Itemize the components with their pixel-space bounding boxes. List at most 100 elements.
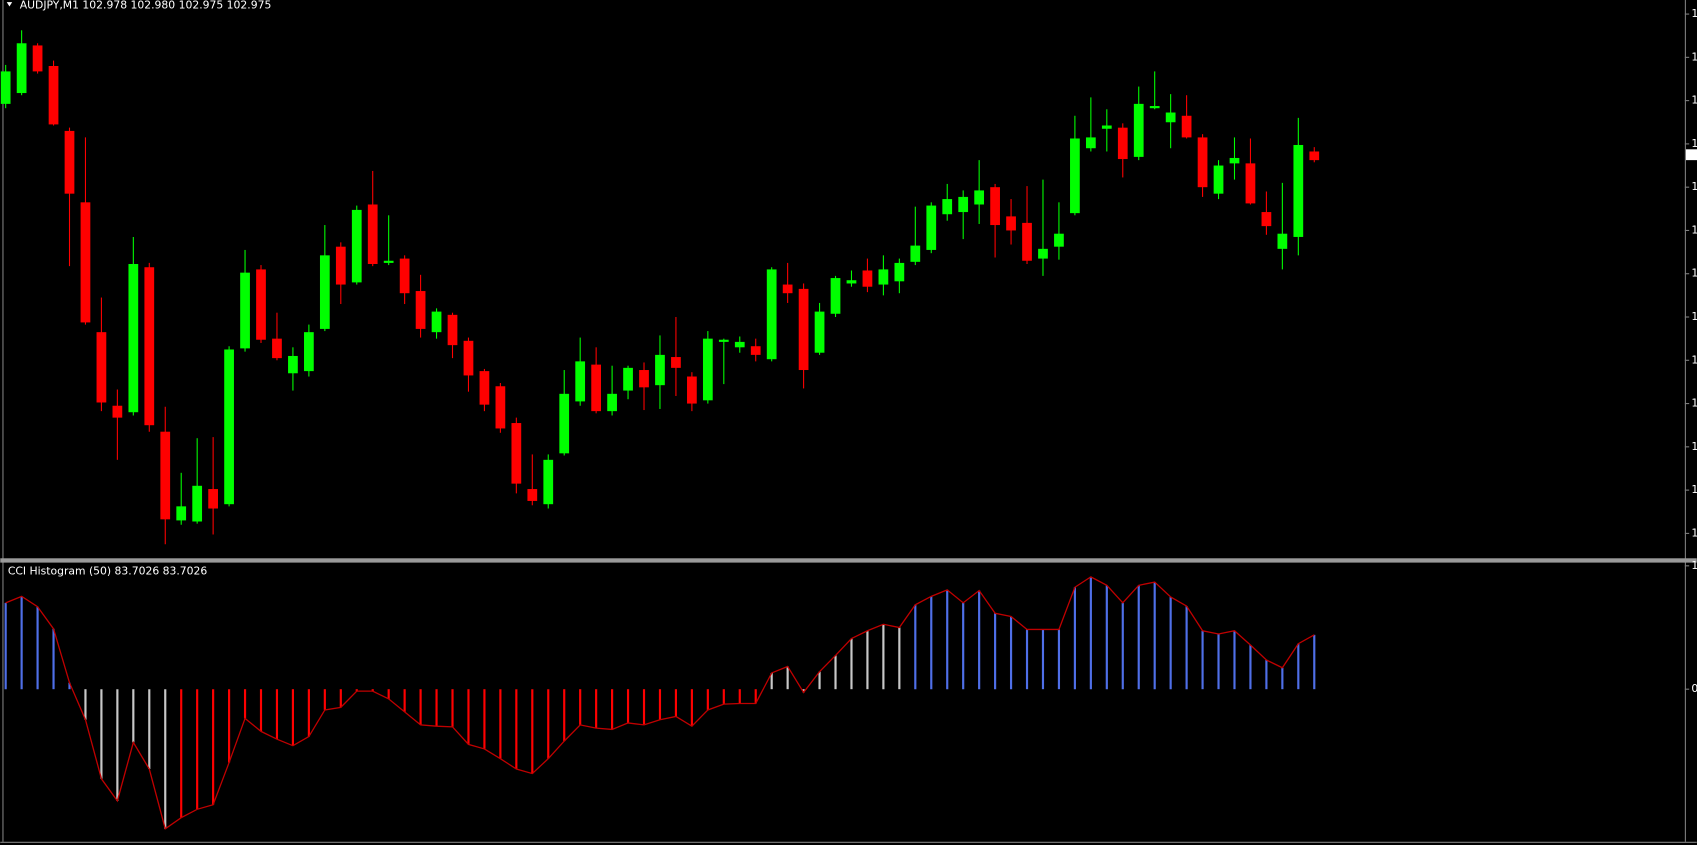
candle-body [463,340,474,376]
candle-body [415,291,426,329]
collapse-icon [6,2,13,7]
y-tick-label: 102.920 [1691,267,1697,280]
bid-marker [1685,149,1697,161]
candle-body [1181,115,1192,138]
candle-body [160,431,171,520]
candle-body [1149,106,1160,109]
y-tick-label: 102.900 [1691,310,1697,323]
candle-body [575,361,586,402]
y-tick-label: 102.880 [1691,353,1697,366]
candle-body [958,196,969,213]
candle-body [367,204,378,264]
candle-body [32,45,43,72]
candle-body [319,255,330,329]
pane-separator [0,558,1697,563]
y-tick-label: 102.840 [1691,440,1697,453]
candle-body [782,284,793,294]
candle-body [511,423,522,484]
candle-body [607,393,617,412]
candle-body [862,270,873,287]
candle-body [750,346,761,355]
candle-body [1054,233,1064,247]
candle-body [1309,151,1320,161]
candle-body [846,280,857,284]
candle-body [399,258,410,294]
candle-body [718,339,729,342]
candle-body [830,278,841,314]
y-tick-label: 102.940 [1691,223,1697,236]
y-tick-label: 103.040 [1691,7,1697,20]
candle-body [527,489,538,501]
candle-body [926,205,937,250]
candle-body [734,341,745,348]
candle-body [112,405,123,418]
candle-body [447,314,458,346]
candle-body [910,245,921,262]
candle-body [1293,144,1304,237]
candle-body [1245,163,1256,204]
cci-line [5,576,1315,830]
candle-body [671,357,681,368]
candle-body [559,393,570,454]
candle-body [192,485,203,522]
candle-body [591,364,602,412]
bid-label: 102.975 [1687,148,1697,161]
y-tick-label: 102.980 [1691,137,1697,150]
candle-body [1165,112,1176,123]
candle-body [431,311,442,333]
candle-body [144,267,155,426]
candle-body [1197,137,1208,188]
candle-body [288,355,298,374]
y-tick-label: 190.0000 [1691,559,1697,572]
candle-body [687,376,697,404]
candle-body [766,269,777,360]
candle-body [1261,212,1272,227]
candle-body [639,370,649,388]
candle-body [974,190,985,205]
candle-body [798,288,809,371]
price-title: AUDJPY,M1 102.978 102.980 102.975 102.97… [20,0,272,11]
candle-body [335,246,346,285]
candle-body [1101,125,1112,129]
candle-body [16,43,27,94]
candle-body [623,367,633,391]
candle-body [495,386,506,429]
candle-body [272,338,282,359]
candle-body [942,199,953,215]
candle-body [543,459,554,505]
candle-body [1006,216,1016,231]
y-tick-label: 102.800 [1691,526,1697,539]
candle-body [0,71,11,104]
candle-body [351,209,362,283]
candle-body [1070,138,1080,214]
candle-body [383,260,394,263]
candle-body [96,332,107,403]
candle-body [1133,103,1144,157]
y-tick-label: 102.820 [1691,483,1697,496]
candle-body [128,263,139,413]
candle-body [1277,233,1288,249]
y-tick-label: 0.0000 [1691,682,1697,695]
y-tick-label: 103.020 [1691,50,1697,63]
candle-body [1117,127,1128,160]
candle-body [176,506,187,521]
candle-body [80,202,91,323]
y-tick-label: 102.960 [1691,180,1697,193]
candle-body [224,349,234,505]
candle-body [1022,222,1032,261]
candle-body [655,354,665,386]
y-tick-label: 102.860 [1691,397,1697,410]
candle-body [208,489,218,509]
candle-body [304,332,314,372]
candle-body [48,65,59,125]
candle-body [990,187,1000,226]
candle-body [1038,248,1048,259]
candle-body [479,371,490,405]
indicator-title: CCI Histogram (50) 83.7026 83.7026 [8,564,208,577]
candle-body [814,311,825,353]
candle-body [1085,137,1096,149]
candle-body [1213,165,1224,194]
candle-body [256,269,266,340]
